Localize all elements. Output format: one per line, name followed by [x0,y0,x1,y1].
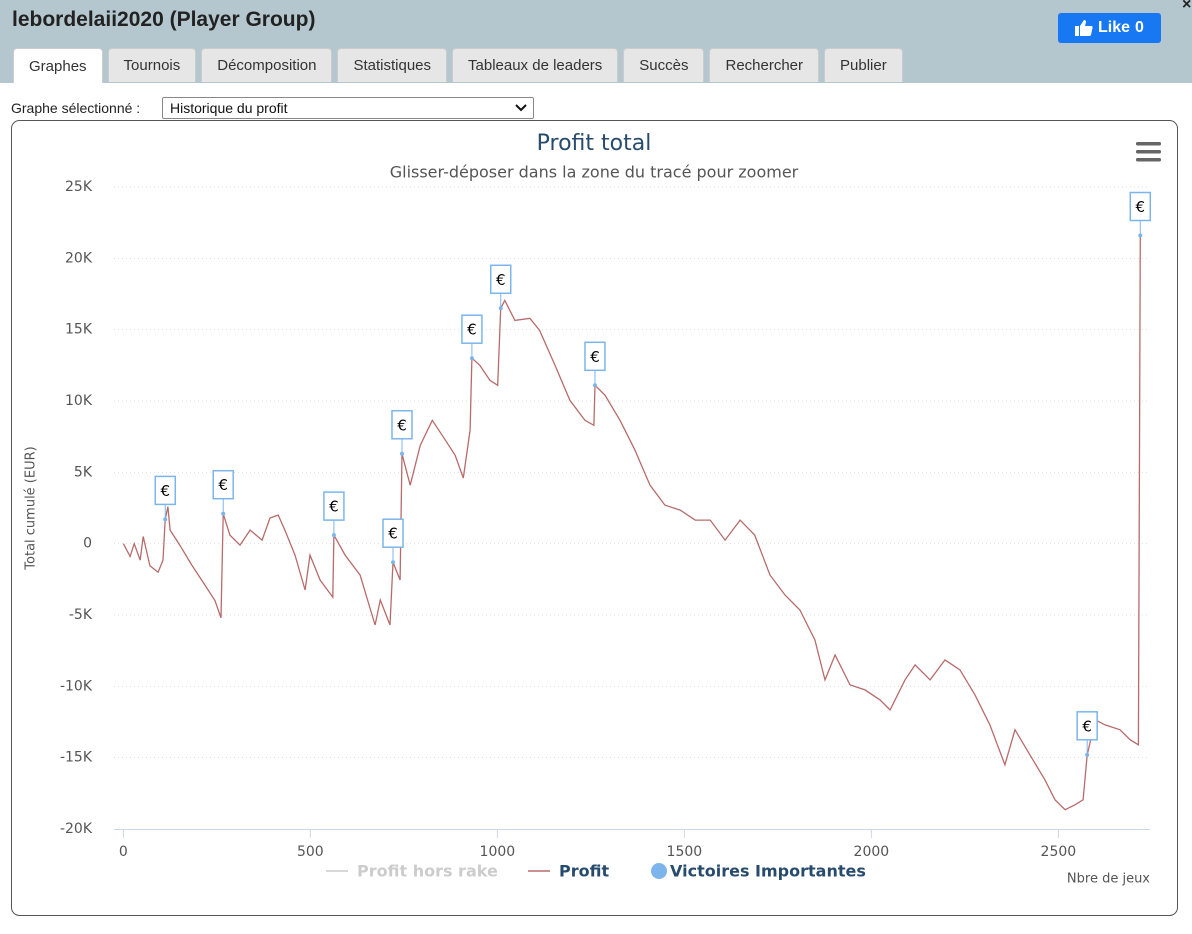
flag-label: € [388,525,398,543]
victory-point [469,356,474,361]
x-tick-label: 500 [297,844,324,860]
legend-item[interactable]: Victoires Importantes [651,862,866,881]
victory-point [1138,233,1143,238]
victory-point [1085,752,1090,757]
legend-label: Victoires Importantes [670,862,866,881]
tab[interactable]: Publier [824,48,903,82]
flag-box [212,469,234,500]
like-label: Like [1098,19,1131,36]
chevron [515,104,527,112]
victory-point [221,511,226,516]
y-axis-title: Total cumulé (EUR) [24,446,39,570]
x-tick-label: 2500 [1041,844,1077,860]
flag-box [489,264,512,295]
flag-label: € [1136,198,1146,216]
flag-box [1129,191,1152,222]
y-tick-label: -10K [60,678,93,694]
flag-label: € [160,482,170,500]
flag-box [391,410,413,440]
victory-point [391,560,396,565]
x-tick-label: 1000 [480,844,516,860]
tab-bar: Graphes Tournois Décomposition Statistiques… [13,48,903,83]
legend-label: Profit hors rake [357,862,498,881]
group-title: lebordelaii2020 (Player Group) [12,8,316,31]
y-tick-label: 5K [74,464,93,480]
flag-box [584,341,606,372]
y-tick-label: 15K [65,322,93,338]
x-tick-label: 1500 [667,844,703,860]
flag-box [382,518,404,548]
victory-point [592,383,597,388]
tab[interactable]: Tableaux de leaders [452,48,619,82]
tab[interactable]: Décomposition [201,48,333,82]
legend-symbol [651,863,667,879]
flag-label: € [467,321,477,339]
victory-point [163,517,168,522]
chart-title: Profit total [537,131,652,156]
y-tick-label: 25K [65,179,93,195]
legend-item[interactable]: Profit hors rake [326,862,498,881]
tab[interactable]: Graphes [13,48,103,83]
flag-label: € [329,498,339,516]
legend-label: Profit [559,862,609,881]
close-button[interactable]: × [1182,0,1192,13]
legend-item[interactable]: Profit [528,862,609,881]
flag-box [154,475,176,506]
like-button[interactable]: Like 0 [1058,13,1161,43]
graph-selector[interactable]: Historique du profit [162,97,534,119]
x-tick-label: 0 [119,844,128,860]
flag-box [461,314,483,344]
y-tick-label: 10K [65,393,93,409]
menu-icon[interactable] [1136,142,1161,162]
tab[interactable]: Statistiques [337,48,448,82]
y-tick-label: 20K [65,250,93,266]
profit-line [122,235,1141,811]
y-tick-label: -5K [69,607,93,623]
flag-label: € [590,348,600,366]
x-axis-title: Nbre de jeux [1067,872,1150,887]
x-tick-label: 2000 [854,844,890,860]
tab[interactable]: Succès [623,48,705,82]
selector-value: Historique du profit [170,100,288,116]
tab[interactable]: Rechercher [709,48,820,82]
tab[interactable]: Tournois [107,48,197,82]
thumb-icon [1075,20,1093,36]
flag-label: € [218,476,228,494]
y-tick-label: -15K [60,750,93,766]
y-tick-label: -20K [60,821,93,837]
flag-label: € [1082,717,1092,735]
y-tick-label: 0 [83,536,92,552]
flag-box [1076,711,1098,741]
chart-subtitle: Glisser-déposer dans la zone du tracé po… [390,163,799,182]
selector-label: Graphe sélectionné : [11,100,141,116]
flag-box [323,491,345,521]
victory-point [399,451,404,456]
chart-frame [11,120,1178,916]
like-count: 0 [1135,19,1144,36]
victory-point [498,306,503,311]
flag-label: € [397,416,407,434]
flag-label: € [496,271,506,289]
victory-point [331,533,336,538]
